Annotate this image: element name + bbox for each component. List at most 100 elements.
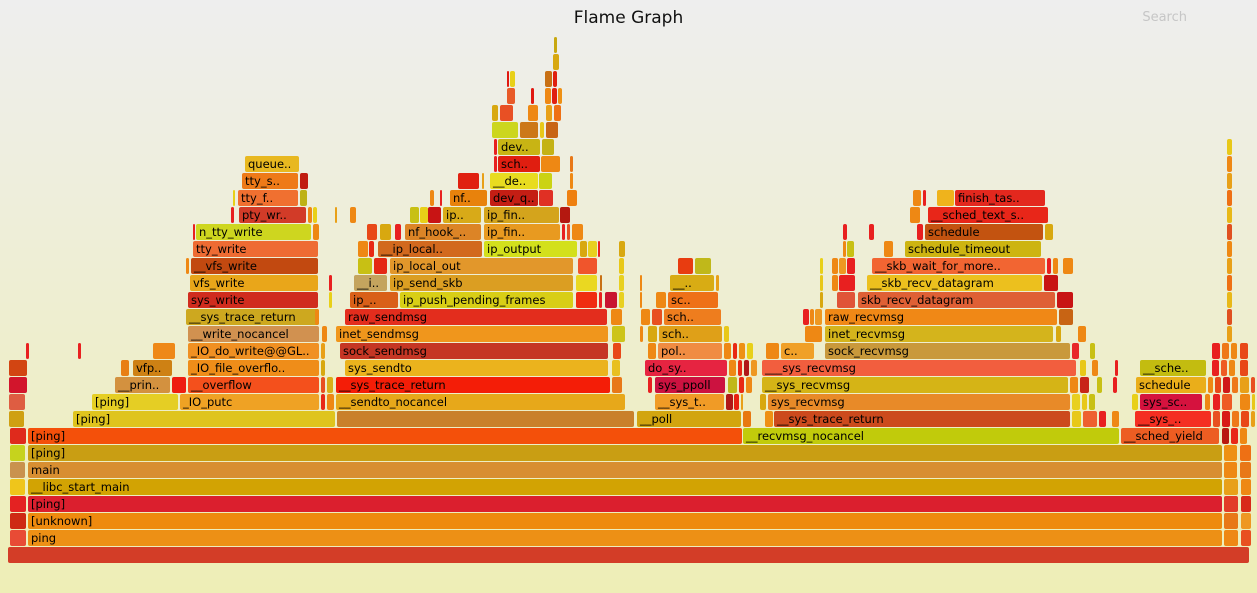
frame[interactable]	[1090, 343, 1095, 359]
frame[interactable]	[10, 513, 26, 529]
frame[interactable]	[1045, 224, 1053, 240]
frame-ip_[interactable]: ip_..	[350, 292, 398, 308]
frame[interactable]	[1082, 394, 1087, 410]
frame[interactable]	[739, 343, 745, 359]
frame[interactable]	[1229, 360, 1235, 376]
frame[interactable]	[729, 360, 736, 376]
frame[interactable]	[1240, 445, 1251, 461]
frame[interactable]	[313, 207, 317, 223]
frame[interactable]	[369, 241, 374, 257]
frame-unknown[interactable]: [unknown]	[28, 513, 1222, 529]
frame-ip_fin[interactable]: ip_fin..	[484, 207, 559, 223]
frame[interactable]	[937, 190, 954, 206]
frame[interactable]	[1227, 258, 1232, 274]
frame[interactable]	[10, 428, 26, 444]
frame[interactable]	[193, 224, 195, 240]
frame[interactable]	[560, 207, 570, 223]
frame[interactable]	[186, 258, 189, 274]
frame-finish_tas[interactable]: finish_tas..	[955, 190, 1045, 206]
frame-ip[interactable]: ip..	[443, 207, 481, 223]
frame[interactable]	[726, 394, 733, 410]
frame[interactable]	[641, 309, 650, 325]
frame[interactable]	[751, 360, 757, 376]
frame[interactable]	[766, 343, 779, 359]
frame[interactable]	[552, 88, 557, 104]
frame[interactable]	[9, 360, 27, 376]
frame[interactable]	[1240, 360, 1248, 376]
frame[interactable]	[26, 343, 29, 359]
frame[interactable]	[1251, 377, 1255, 393]
frame[interactable]	[619, 258, 624, 274]
frame[interactable]	[1063, 258, 1073, 274]
frame[interactable]	[600, 275, 602, 291]
frame[interactable]	[612, 377, 622, 393]
frame-n_tty_write[interactable]: n_tty_write	[196, 224, 311, 240]
frame[interactable]	[1222, 394, 1232, 410]
frame[interactable]	[843, 241, 846, 257]
frame-ip_fin[interactable]: ip_fin..	[484, 224, 560, 240]
frame-ping[interactable]: [ping]	[92, 394, 178, 410]
frame[interactable]	[820, 275, 823, 291]
frame[interactable]	[321, 360, 325, 376]
frame[interactable]	[10, 479, 25, 495]
frame[interactable]	[380, 224, 391, 240]
frame-__libc_start_main[interactable]: __libc_start_main	[28, 479, 1222, 495]
frame[interactable]	[231, 207, 234, 223]
frame[interactable]	[562, 224, 565, 240]
frame[interactable]	[1224, 530, 1238, 546]
frame[interactable]	[1227, 309, 1232, 325]
frame[interactable]	[1241, 513, 1251, 529]
frame[interactable]	[1252, 394, 1255, 410]
frame[interactable]	[1224, 513, 1238, 529]
frame-sys_sendto[interactable]: sys_sendto	[345, 360, 608, 376]
frame[interactable]	[1227, 173, 1232, 189]
frame[interactable]	[832, 258, 838, 274]
frame[interactable]	[741, 394, 743, 410]
frame-__sched_yield[interactable]: __sched_yield	[1121, 428, 1219, 444]
frame[interactable]	[321, 343, 325, 359]
frame-ip_local_out[interactable]: ip_local_out	[390, 258, 573, 274]
frame[interactable]	[1070, 377, 1078, 393]
frame[interactable]	[337, 411, 634, 427]
frame-c[interactable]: c..	[781, 343, 814, 359]
frame[interactable]	[820, 292, 823, 308]
frame[interactable]	[648, 377, 652, 393]
frame[interactable]	[507, 71, 509, 87]
frame[interactable]	[492, 122, 518, 138]
frame[interactable]	[327, 377, 333, 393]
frame[interactable]	[739, 377, 744, 393]
frame[interactable]	[1089, 394, 1095, 410]
frame-nf[interactable]: nf..	[450, 190, 487, 206]
frame[interactable]	[1224, 462, 1237, 478]
frame[interactable]	[765, 411, 773, 427]
frame-__sys_trace_return[interactable]: __sys_trace_return	[186, 309, 319, 325]
frame-__ip_local[interactable]: __ip_local..	[378, 241, 482, 257]
frame[interactable]	[546, 105, 552, 121]
frame[interactable]	[743, 411, 751, 427]
frame-nf_hook_[interactable]: nf_hook_..	[405, 224, 481, 240]
frame[interactable]	[329, 275, 332, 291]
frame-sc[interactable]: sc..	[668, 292, 718, 308]
frame[interactable]	[492, 105, 498, 121]
frame[interactable]	[695, 258, 711, 274]
frame-sys_write[interactable]: sys_write	[188, 292, 318, 308]
frame[interactable]	[839, 258, 846, 274]
frame[interactable]	[1047, 258, 1051, 274]
frame[interactable]	[531, 88, 534, 104]
frame-sock_sendmsg[interactable]: sock_sendmsg	[340, 343, 608, 359]
frame[interactable]	[847, 241, 854, 257]
frame[interactable]	[612, 360, 620, 376]
frame-pol[interactable]: pol..	[658, 343, 722, 359]
frame-sys_recvmsg[interactable]: sys_recvmsg	[768, 394, 1070, 410]
frame-i[interactable]	[578, 258, 597, 274]
frame[interactable]	[539, 190, 553, 206]
frame-queue[interactable]: queue..	[245, 156, 299, 172]
frame[interactable]	[1092, 360, 1098, 376]
frame-__sys_trace_return[interactable]: __sys_trace_return	[774, 411, 1070, 427]
frame[interactable]	[744, 360, 749, 376]
frame-__skb_recv_datagram[interactable]: __skb_recv_datagram	[867, 275, 1042, 291]
frame[interactable]	[500, 105, 513, 121]
frame[interactable]	[308, 207, 312, 223]
frame[interactable]	[613, 343, 621, 359]
frame[interactable]	[1072, 343, 1079, 359]
